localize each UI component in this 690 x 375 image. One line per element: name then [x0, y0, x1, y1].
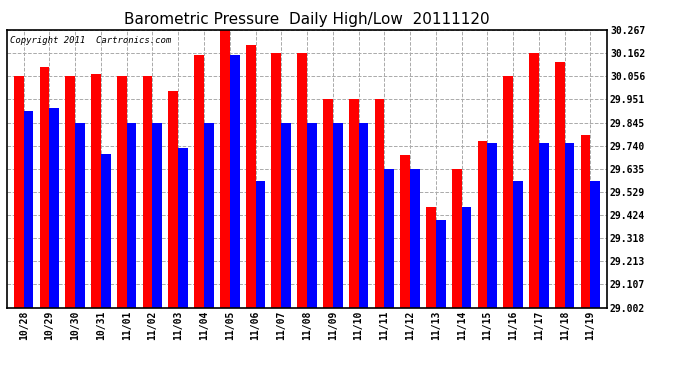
Bar [581, 135, 591, 308]
Bar [426, 207, 436, 308]
Bar [591, 181, 600, 308]
Bar [255, 181, 266, 308]
Bar [436, 220, 446, 308]
Bar [117, 76, 127, 308]
Bar [384, 169, 394, 308]
Bar [39, 67, 50, 308]
Bar [50, 108, 59, 307]
Bar [101, 154, 110, 308]
Bar [462, 207, 471, 308]
Bar [168, 91, 178, 308]
Bar [333, 123, 343, 308]
Bar [282, 123, 291, 308]
Text: Copyright 2011  Cartronics.com: Copyright 2011 Cartronics.com [10, 36, 171, 45]
Bar [204, 123, 214, 308]
Bar [297, 53, 307, 307]
Bar [307, 123, 317, 308]
Bar [375, 99, 384, 308]
Bar [230, 55, 239, 308]
Bar [529, 53, 539, 307]
Bar [75, 123, 85, 308]
Bar [359, 123, 368, 308]
Bar [400, 155, 410, 308]
Bar [178, 148, 188, 308]
Bar [564, 143, 575, 308]
Bar [91, 74, 101, 308]
Bar [348, 99, 359, 308]
Bar [14, 76, 23, 308]
Bar [452, 169, 462, 308]
Bar [555, 62, 564, 308]
Bar [127, 123, 137, 308]
Bar [477, 141, 487, 308]
Bar [152, 123, 162, 308]
Bar [246, 45, 255, 308]
Bar [323, 99, 333, 308]
Bar [66, 76, 75, 308]
Bar [143, 76, 152, 308]
Bar [194, 55, 204, 308]
Bar [513, 181, 523, 308]
Bar [504, 76, 513, 308]
Bar [487, 143, 497, 308]
Bar [539, 143, 549, 308]
Bar [410, 169, 420, 308]
Bar [23, 111, 33, 308]
Bar [220, 30, 230, 308]
Title: Barometric Pressure  Daily High/Low  20111120: Barometric Pressure Daily High/Low 20111… [124, 12, 490, 27]
Bar [271, 53, 282, 307]
